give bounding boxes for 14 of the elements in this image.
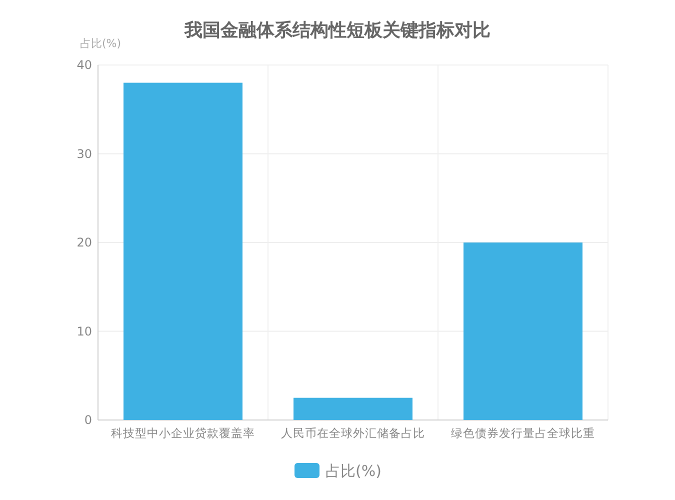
y-tick-label: 30 — [76, 146, 92, 161]
bar — [294, 398, 412, 420]
x-tick-label: 绿色债券发行量占全球比重 — [451, 426, 595, 440]
y-tick-label: 0 — [84, 413, 92, 428]
x-tick-label: 科技型中小企业贷款覆盖率 — [111, 426, 255, 440]
x-tick-label: 人民币在全球外汇储备占比 — [281, 426, 425, 440]
y-axis-title: 占比(%) — [80, 37, 122, 50]
y-tick-label: 10 — [76, 324, 92, 338]
bar — [464, 242, 582, 420]
y-tick-label: 20 — [76, 236, 92, 250]
y-tick-label: 40 — [76, 58, 92, 72]
chart-title: 我国金融体系结构性短板关键指标对比 — [184, 20, 490, 41]
bar — [124, 82, 242, 420]
legend-label: 占比(%) — [326, 462, 382, 480]
